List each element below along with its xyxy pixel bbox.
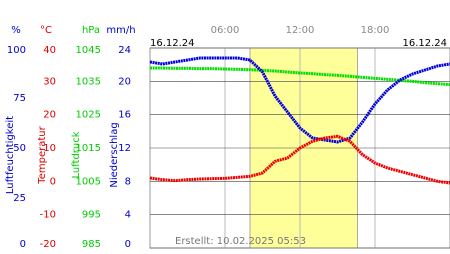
axis-unit: % — [11, 25, 21, 36]
y-tick-label: 995 — [82, 210, 101, 221]
y-tick-label: 16 — [118, 110, 131, 121]
y-tick-label: 20 — [118, 76, 131, 87]
y-tick-label: 1035 — [76, 76, 101, 87]
y-tick-label: 24 — [118, 45, 131, 56]
y-tick-label: -20 — [40, 239, 56, 250]
series-line — [150, 66, 450, 87]
axis-unit: mm/h — [106, 25, 135, 36]
y-tick-label: 100 — [7, 45, 26, 56]
x-tick-label: 06:00 — [211, 25, 240, 36]
y-tick-label: 8 — [125, 176, 131, 187]
series-line — [149, 134, 450, 185]
y-tick-label: 12 — [118, 143, 131, 154]
y-tick-label: 30 — [43, 76, 56, 87]
axis-title: Niederschlag — [109, 122, 120, 187]
y-tick-label: -10 — [40, 210, 56, 221]
y-tick-label: 40 — [43, 45, 56, 56]
created-label: Erstellt: 10.02.2025 05:53 — [175, 236, 306, 247]
series-line — [149, 56, 450, 144]
y-tick-label: 75 — [13, 93, 26, 104]
y-tick-label: 1025 — [76, 110, 101, 121]
y-tick-label: 20 — [43, 110, 56, 121]
y-tick-label: 10 — [43, 143, 56, 154]
y-tick-label: 1005 — [76, 176, 101, 187]
x-tick-label: 12:00 — [286, 25, 315, 36]
y-tick-label: 985 — [82, 239, 101, 250]
y-tick-label: 50 — [13, 143, 26, 154]
date-right: 16.12.24 — [402, 38, 447, 49]
y-tick-label: 25 — [13, 193, 26, 204]
date-left: 16.12.24 — [150, 38, 195, 49]
axis-title: Temperatur — [37, 125, 48, 184]
axis-unit: hPa — [82, 25, 100, 36]
y-tick-label: 1015 — [76, 143, 101, 154]
y-tick-label: 4 — [125, 210, 131, 221]
y-tick-label: 0 — [50, 176, 56, 187]
y-tick-label: 0 — [20, 239, 26, 250]
axis-title: Luftfeuchtigkeit — [5, 116, 16, 194]
axis-title: Luftdruck — [71, 131, 82, 178]
y-tick-label: 0 — [125, 239, 131, 250]
y-tick-label: 1045 — [76, 45, 101, 56]
axis-unit: °C — [40, 25, 52, 36]
x-tick-label: 18:00 — [361, 25, 390, 36]
